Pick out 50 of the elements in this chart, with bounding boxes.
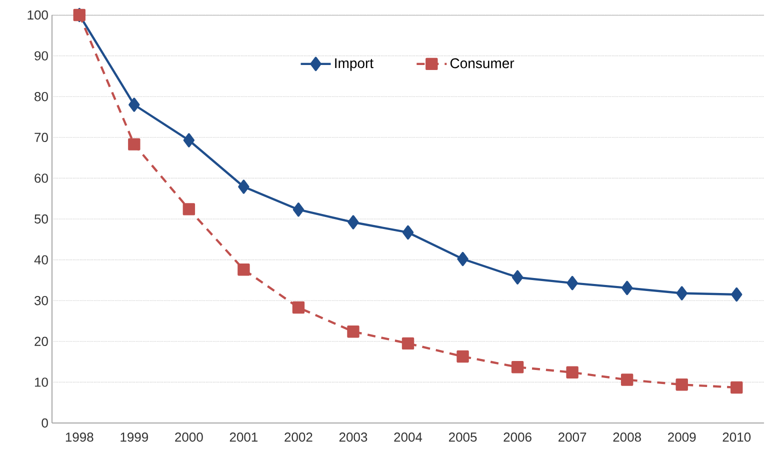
point: [183, 133, 195, 148]
x-tick-label: 2000: [175, 432, 203, 442]
point: [128, 98, 140, 112]
y-tick-label: 20: [34, 336, 48, 346]
point: [457, 252, 468, 266]
x-tick-label: 2006: [504, 432, 532, 442]
y-tick-label: 70: [34, 132, 48, 142]
point: [182, 203, 196, 216]
point: [456, 350, 469, 363]
y-tick-label: 80: [34, 92, 48, 102]
x-tick-label: 1998: [66, 432, 94, 442]
y-tick-label: 10: [34, 378, 48, 387]
y-tick-label: 30: [34, 296, 48, 306]
y-tick-label: 100: [28, 10, 48, 20]
point: [730, 381, 743, 394]
point: [731, 287, 742, 302]
x-tick-label: 1999: [120, 432, 148, 442]
point: [292, 301, 305, 314]
y-tick-label: 60: [34, 174, 48, 183]
point: [347, 326, 360, 338]
point: [402, 337, 414, 350]
x-tick-label: 2004: [394, 432, 422, 442]
point: [620, 374, 634, 386]
point: [292, 202, 304, 217]
x-tick-label: 2007: [558, 432, 586, 442]
point: [621, 280, 633, 296]
y-tick-label: 0: [42, 418, 48, 428]
y-tick-label: 50: [34, 214, 48, 224]
y-tick-label: 40: [34, 255, 48, 264]
y-tick-label: 90: [34, 51, 48, 60]
x-tick-label: 2003: [339, 432, 368, 442]
point: [511, 361, 524, 374]
x-tick-label: 2002: [284, 432, 312, 442]
legend-label: Import: [335, 58, 374, 71]
legend-label: Consumer: [450, 58, 514, 68]
x-tick-label: 2001: [230, 432, 258, 442]
point: [402, 225, 414, 240]
point: [238, 263, 250, 276]
x-tick-label: 2010: [722, 432, 751, 442]
point: [238, 180, 250, 194]
x-tick-label: 2008: [613, 432, 641, 442]
point: [566, 366, 578, 379]
x-tick-label: 2009: [668, 432, 696, 442]
point: [128, 138, 140, 150]
point: [676, 286, 688, 300]
point: [566, 276, 578, 290]
x-tick-label: 2005: [448, 432, 477, 442]
point: [676, 378, 688, 391]
point: [512, 270, 524, 284]
point: [348, 215, 359, 230]
